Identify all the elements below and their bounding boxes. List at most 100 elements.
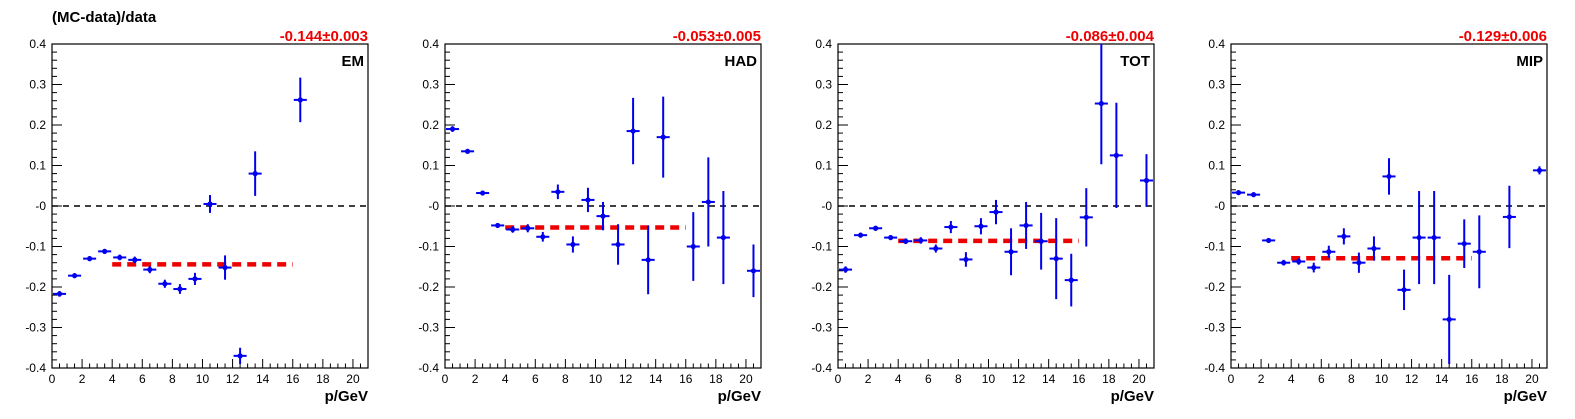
x-tick-label: 20 (346, 372, 360, 386)
point-marker (495, 222, 501, 229)
x-tick-label: 14 (256, 372, 270, 386)
point-marker (1296, 258, 1302, 265)
x-tick-label: 4 (109, 372, 116, 386)
x-tick-label: 18 (1102, 372, 1116, 386)
y-tick-label: 0.4 (1208, 37, 1225, 51)
x-tick-label: 10 (589, 372, 603, 386)
point-marker (690, 243, 696, 250)
point-marker (963, 256, 969, 263)
y-tick-label: -0.1 (25, 240, 46, 254)
y-axis-title: (MC-data)/data (52, 9, 157, 26)
fit-result: -0.129±0.006 (1459, 28, 1547, 45)
data-point (989, 199, 1003, 225)
point-marker (132, 257, 138, 263)
point-marker (162, 281, 168, 287)
data-point (1412, 191, 1426, 285)
point-marker (1023, 222, 1029, 229)
point-marker (71, 273, 78, 279)
x-tick-label: 20 (1525, 372, 1539, 386)
x-tick-label: 4 (1288, 372, 1295, 386)
point-marker (1068, 277, 1074, 283)
y-tick-label: -0.1 (418, 240, 439, 254)
point-marker (993, 209, 999, 215)
x-tick-label: 0 (442, 372, 449, 386)
data-point (68, 273, 82, 279)
y-tick-label: -0.3 (1204, 321, 1225, 335)
point-marker (1506, 214, 1512, 220)
y-tick-label: -0.4 (1204, 361, 1225, 375)
fit-result: -0.144±0.003 (280, 28, 368, 45)
x-axis-title: p/GeV (1504, 388, 1547, 405)
x-tick-label: 14 (1042, 372, 1056, 386)
x-axis-title: p/GeV (325, 388, 368, 405)
panel-label: TOT (1120, 53, 1150, 70)
y-tick-label: -0.4 (25, 361, 46, 375)
point-marker (102, 248, 108, 254)
y-tick-label: 0.4 (815, 37, 832, 51)
x-tick-label: 16 (1465, 372, 1479, 386)
point-marker (117, 254, 123, 261)
data-point (1532, 166, 1546, 175)
point-marker (1476, 249, 1482, 255)
panel-label: MIP (1516, 53, 1543, 70)
y-tick-label: 0.3 (1208, 78, 1225, 92)
point-marker (1008, 249, 1014, 255)
data-point (1262, 237, 1276, 244)
point-marker (1341, 233, 1347, 239)
point-marker (464, 148, 471, 154)
data-point (83, 256, 97, 262)
data-point (1307, 262, 1321, 273)
x-tick-label: 8 (169, 372, 176, 386)
x-tick-label: 12 (1012, 372, 1026, 386)
y-tick-label: 0.4 (422, 37, 439, 51)
data-point (476, 190, 490, 196)
x-tick-label: 20 (1132, 372, 1146, 386)
data-point (1427, 191, 1441, 285)
panel-label: HAD (725, 53, 758, 70)
point-marker (903, 238, 909, 244)
panel-label: EM (342, 53, 365, 70)
x-tick-label: 14 (649, 372, 663, 386)
data-point (974, 218, 988, 235)
data-point (1139, 154, 1153, 207)
point-marker (857, 232, 864, 238)
data-point (716, 191, 730, 285)
x-tick-label: 18 (316, 372, 330, 386)
x-tick-label: 6 (925, 372, 932, 386)
panel-had: 0 2 4 6 8 10 12 14 16 18 20 -0.4 -0.3 -0.2 -0.1 -0 0.1 0.… (418, 28, 762, 405)
data-point (173, 284, 187, 294)
data-point (1337, 228, 1351, 245)
data-point (98, 248, 112, 254)
data-point (188, 272, 202, 285)
x-tick-label: 10 (196, 372, 210, 386)
data-point (536, 231, 550, 242)
y-tick-label: 0.1 (1208, 159, 1225, 173)
data-point (1034, 212, 1048, 270)
x-tick-label: 18 (709, 372, 723, 386)
point-marker (1371, 245, 1377, 252)
point-marker (480, 190, 486, 196)
fit-result: -0.053±0.005 (673, 28, 761, 45)
x-tick-label: 16 (679, 372, 693, 386)
data-point (551, 184, 565, 200)
point-marker (297, 97, 303, 103)
panel-tot: 0 2 4 6 8 10 12 14 16 18 20 -0.4 -0.3 -0.2 -0.1 -0 0.1 0.… (811, 28, 1154, 405)
point-marker (1083, 214, 1089, 220)
data-point (1019, 201, 1033, 249)
point-marker (842, 266, 849, 273)
point-marker (615, 241, 621, 248)
data-point (53, 291, 67, 297)
data-point (1232, 190, 1246, 196)
data-point (959, 252, 973, 267)
fit-result: -0.086±0.004 (1066, 28, 1155, 45)
point-marker (1446, 316, 1452, 322)
data-point (854, 232, 868, 238)
data-point (839, 266, 853, 273)
y-tick-label: -0 (428, 199, 439, 213)
point-marker (1113, 152, 1119, 158)
data-point (521, 224, 535, 233)
x-tick-label: 20 (739, 372, 753, 386)
data-point (293, 77, 307, 123)
y-tick-label: 0.1 (29, 159, 46, 173)
data-point (656, 96, 670, 178)
